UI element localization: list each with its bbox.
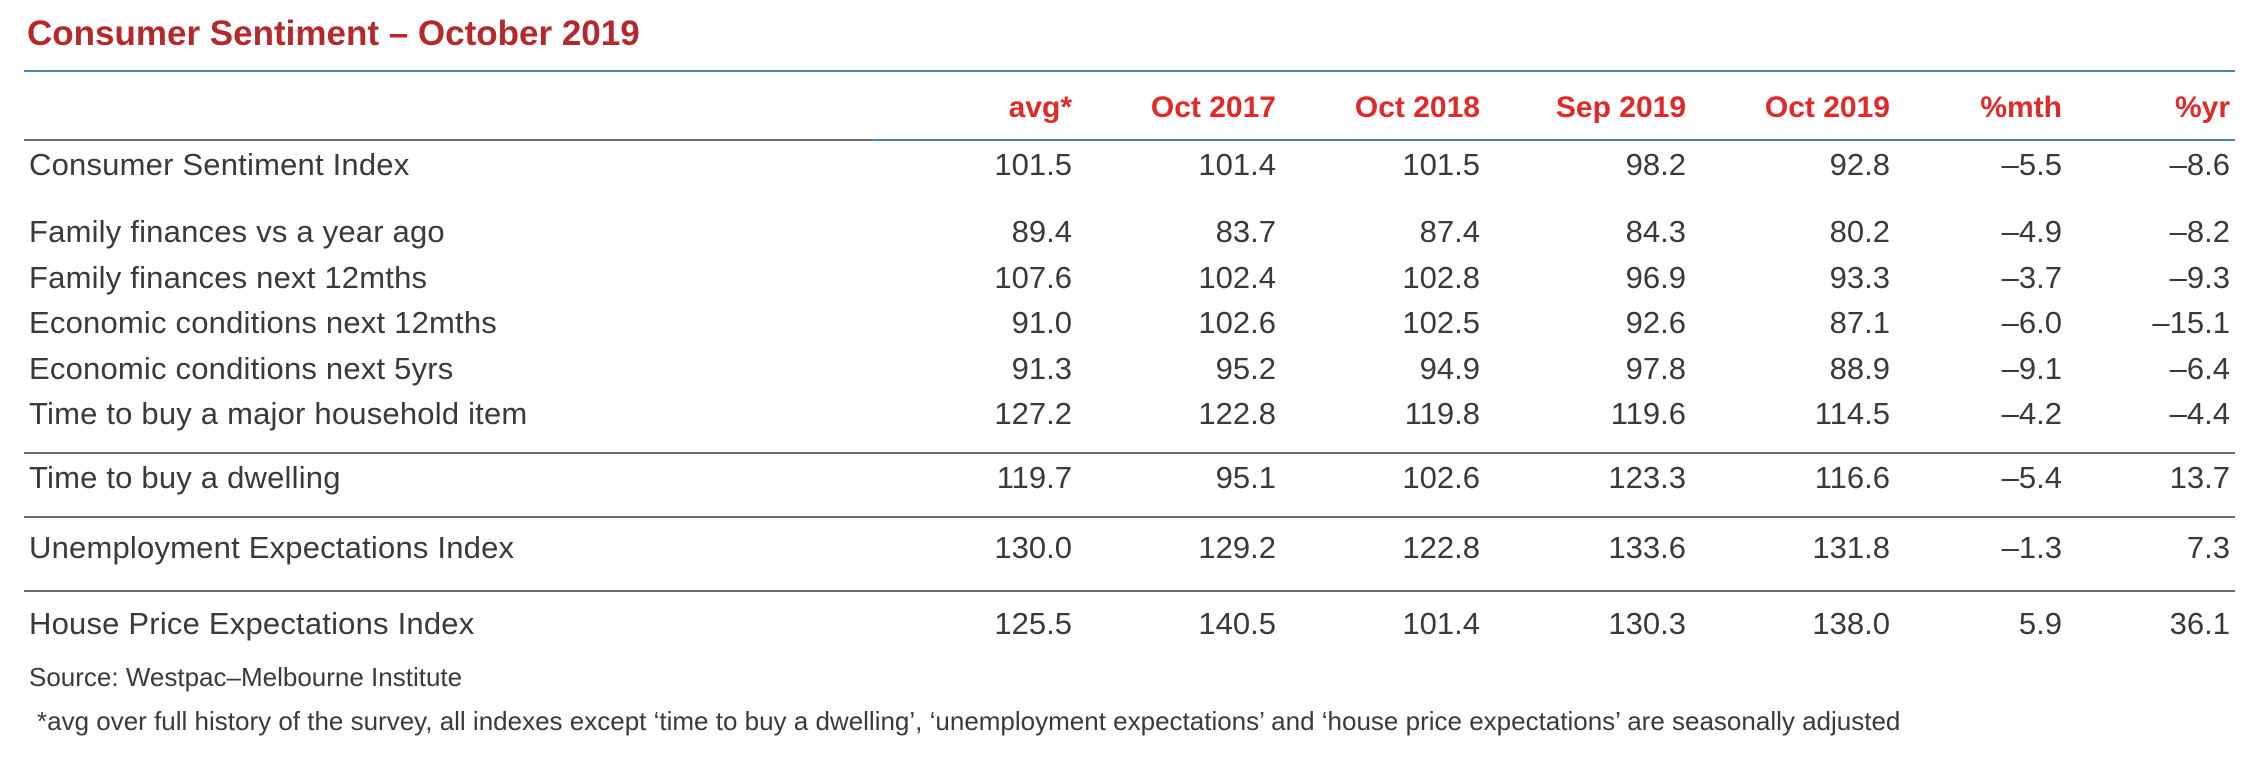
- row-value: 131.8: [1812, 530, 1890, 565]
- row-value: 36.1: [2169, 606, 2230, 641]
- table-row: Family finances vs a year ago 89.4 83.7 …: [0, 212, 2260, 252]
- table-row: Time to buy a dwelling 119.7 95.1 102.6 …: [0, 458, 2260, 498]
- row-value: 122.8: [1402, 530, 1480, 565]
- row-value: –6.4: [2169, 351, 2230, 386]
- row-value: 94.9: [1419, 351, 1480, 386]
- row-value: 87.1: [1829, 305, 1890, 340]
- row-value: 87.4: [1419, 214, 1480, 249]
- row-label: Economic conditions next 5yrs: [29, 351, 454, 386]
- row-value: 133.6: [1608, 530, 1686, 565]
- row-value: 91.3: [1011, 351, 1072, 386]
- row-label: Family finances vs a year ago: [29, 214, 445, 249]
- row-label: Unemployment Expectations Index: [29, 530, 515, 565]
- table-row: Unemployment Expectations Index 130.0 12…: [0, 528, 2260, 568]
- row-label: Family finances next 12mths: [29, 260, 428, 295]
- table-row: Economic conditions next 12mths 91.0 102…: [0, 303, 2260, 343]
- row-value: 102.6: [1402, 460, 1480, 495]
- row-value: –4.4: [2169, 396, 2230, 431]
- section-divider: [24, 590, 2235, 592]
- row-value: 101.5: [994, 147, 1072, 182]
- row-value: 119.6: [1610, 396, 1686, 431]
- row-value: –9.1: [2001, 351, 2062, 386]
- header-divider-blue: [872, 139, 2235, 141]
- row-value: –4.9: [2001, 214, 2062, 249]
- table-row: Time to buy a major household item 127.2…: [0, 394, 2260, 434]
- section-divider: [24, 452, 2235, 454]
- page-title: Consumer Sentiment – October 2019: [27, 14, 640, 53]
- row-value: –4.2: [2001, 396, 2062, 431]
- header-sep-2019: Sep 2019: [1555, 91, 1686, 124]
- section-divider: [24, 516, 2235, 518]
- row-value: 130.0: [994, 530, 1072, 565]
- table-row: House Price Expectations Index 125.5 140…: [0, 604, 2260, 644]
- row-value: 80.2: [1829, 214, 1890, 249]
- row-value: 102.6: [1198, 305, 1276, 340]
- row-value: 140.5: [1198, 606, 1276, 641]
- row-label: House Price Expectations Index: [29, 606, 475, 641]
- row-value: 97.8: [1625, 351, 1686, 386]
- row-value: –8.6: [2169, 147, 2230, 182]
- row-value: 116.6: [1814, 460, 1890, 495]
- row-value: 88.9: [1829, 351, 1890, 386]
- row-value: –6.0: [2001, 305, 2062, 340]
- row-value: –5.4: [2001, 460, 2062, 495]
- table-header: avg* Oct 2017 Oct 2018 Sep 2019 Oct 2019…: [0, 88, 2260, 128]
- row-value: 98.2: [1625, 147, 1686, 182]
- row-value: 130.3: [1608, 606, 1686, 641]
- footnote: *avg over full history of the survey, al…: [37, 706, 1901, 736]
- row-value: 107.6: [994, 260, 1072, 295]
- row-value: 123.3: [1608, 460, 1686, 495]
- row-value: –3.7: [2001, 260, 2062, 295]
- row-value: –8.2: [2169, 214, 2230, 249]
- row-value: 101.4: [1198, 147, 1276, 182]
- row-value: 7.3: [2186, 530, 2230, 565]
- row-value: 122.8: [1198, 396, 1276, 431]
- row-value: 102.4: [1198, 260, 1276, 295]
- header-oct-2018: Oct 2018: [1354, 91, 1480, 124]
- row-value: 95.2: [1215, 351, 1276, 386]
- row-value: 89.4: [1011, 214, 1072, 249]
- table-row: Consumer Sentiment Index 101.5 101.4 101…: [0, 145, 2260, 185]
- header-pct-month: %mth: [1980, 91, 2062, 124]
- row-label: Time to buy a dwelling: [29, 460, 341, 495]
- row-value: 125.5: [994, 606, 1072, 641]
- header-avg: avg*: [1008, 91, 1072, 124]
- row-value: 119.7: [996, 460, 1072, 495]
- row-value: –9.3: [2169, 260, 2230, 295]
- row-value: 92.6: [1625, 305, 1686, 340]
- top-divider: [24, 70, 2235, 72]
- row-value: –15.1: [2152, 305, 2230, 340]
- row-value: –1.3: [2001, 530, 2062, 565]
- row-value: 91.0: [1011, 305, 1072, 340]
- header-divider-dark: [24, 139, 872, 141]
- row-value: 102.5: [1402, 305, 1480, 340]
- header-oct-2017: Oct 2017: [1150, 91, 1276, 124]
- header-pct-year: %yr: [2174, 91, 2230, 124]
- row-value: –5.5: [2001, 147, 2062, 182]
- row-value: 92.8: [1829, 147, 1890, 182]
- row-value: 101.4: [1402, 606, 1480, 641]
- row-value: 96.9: [1625, 260, 1686, 295]
- header-oct-2019: Oct 2019: [1764, 91, 1890, 124]
- table-row: Economic conditions next 5yrs 91.3 95.2 …: [0, 349, 2260, 389]
- row-value: 102.8: [1402, 260, 1480, 295]
- row-value: 13.7: [2169, 460, 2230, 495]
- row-value: 119.8: [1404, 396, 1480, 431]
- row-value: 93.3: [1829, 260, 1890, 295]
- row-label: Economic conditions next 12mths: [29, 305, 497, 340]
- row-value: 114.5: [1814, 396, 1890, 431]
- source-note: Source: Westpac–Melbourne Institute: [29, 662, 463, 692]
- row-value: 129.2: [1198, 530, 1276, 565]
- row-value: 83.7: [1215, 214, 1276, 249]
- row-value: 127.2: [994, 396, 1072, 431]
- row-value: 138.0: [1812, 606, 1890, 641]
- row-value: 5.9: [2018, 606, 2062, 641]
- row-value: 95.1: [1215, 460, 1276, 495]
- row-value: 101.5: [1402, 147, 1480, 182]
- row-value: 84.3: [1625, 214, 1686, 249]
- table-row: Family finances next 12mths 107.6 102.4 …: [0, 258, 2260, 298]
- row-label: Consumer Sentiment Index: [29, 147, 410, 182]
- row-label: Time to buy a major household item: [29, 396, 528, 431]
